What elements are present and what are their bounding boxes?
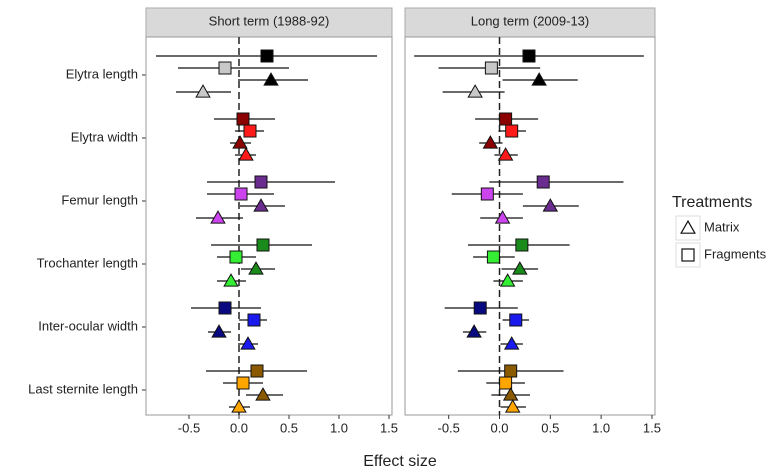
panel [404, 36, 656, 416]
legend-title: Treatments [672, 194, 752, 211]
triangle-point [494, 210, 511, 224]
triangle-point [211, 324, 227, 338]
y-tick-label: Last sternite length [28, 381, 138, 396]
triangle-point [504, 399, 521, 413]
triangle-point [253, 198, 269, 212]
square-point [229, 250, 243, 264]
y-tick-label: Elytra length [66, 66, 138, 81]
square-point [499, 376, 513, 390]
legend-key [675, 215, 701, 241]
square-point [505, 124, 519, 138]
triangle-point [512, 261, 528, 275]
square-point [218, 61, 232, 75]
triangle-point [238, 147, 254, 161]
square-point [260, 49, 274, 63]
legend-key [675, 242, 701, 268]
square-point [515, 238, 529, 252]
legend-symbol [681, 248, 695, 262]
legend-symbol [680, 219, 696, 234]
triangle-point [195, 84, 211, 98]
square-point [254, 175, 268, 189]
triangle-point [240, 336, 256, 350]
square-point [243, 124, 257, 138]
triangle-point [503, 336, 520, 350]
square-point [236, 112, 250, 126]
triangle-point [482, 135, 499, 149]
triangle-point [531, 72, 547, 86]
y-tick-label: Trochanter length [37, 255, 138, 270]
legend-label: Matrix [704, 219, 740, 234]
legend-label: Fragments [704, 246, 767, 261]
strip [404, 7, 656, 38]
square-point [522, 49, 536, 63]
x-tick-label: 1.5 [643, 420, 661, 435]
x-tick-label: 1.0 [592, 420, 610, 435]
y-tick-label: Inter-ocular width [38, 318, 138, 333]
triangle-point [502, 387, 519, 401]
x-tick-label: -0.5 [437, 420, 459, 435]
square-point [250, 364, 264, 378]
x-tick-label: 0.5 [541, 420, 559, 435]
triangle-point [263, 72, 279, 86]
panel-title: Long term (2009-13) [471, 13, 590, 28]
triangle-point [223, 273, 239, 287]
panel-title: Short term (1988-92) [209, 13, 330, 28]
square-point [236, 376, 250, 390]
triangle-point [210, 210, 226, 224]
triangle-point [466, 324, 482, 338]
triangle-point [499, 273, 516, 287]
triangle-point [255, 387, 271, 401]
square-point [504, 364, 518, 378]
square-point [486, 250, 500, 264]
square-point [499, 112, 513, 126]
square-point [473, 301, 487, 315]
square-point [480, 187, 494, 201]
square-point [484, 61, 498, 75]
y-tick-label: Femur length [61, 192, 138, 207]
triangle-point [542, 198, 559, 212]
panel [145, 36, 393, 416]
square-point [256, 238, 270, 252]
square-point [536, 175, 550, 189]
x-axis-label: Effect size [363, 453, 437, 470]
triangle-point [467, 84, 483, 98]
square-point [247, 313, 261, 327]
square-point [218, 301, 232, 315]
square-point [234, 187, 248, 201]
x-tick-label: 0.0 [230, 420, 248, 435]
x-tick-label: 0.0 [490, 420, 508, 435]
x-tick-label: 0.5 [280, 420, 298, 435]
x-tick-label: 1.5 [380, 420, 398, 435]
triangle-point [231, 399, 247, 413]
x-tick-label: 1.0 [330, 420, 348, 435]
triangle-point [232, 135, 248, 149]
square-point [509, 313, 523, 327]
x-tick-label: -0.5 [178, 420, 200, 435]
triangle-point [497, 147, 514, 161]
triangle-point [248, 261, 264, 275]
y-tick-label: Elytra width [71, 129, 138, 144]
